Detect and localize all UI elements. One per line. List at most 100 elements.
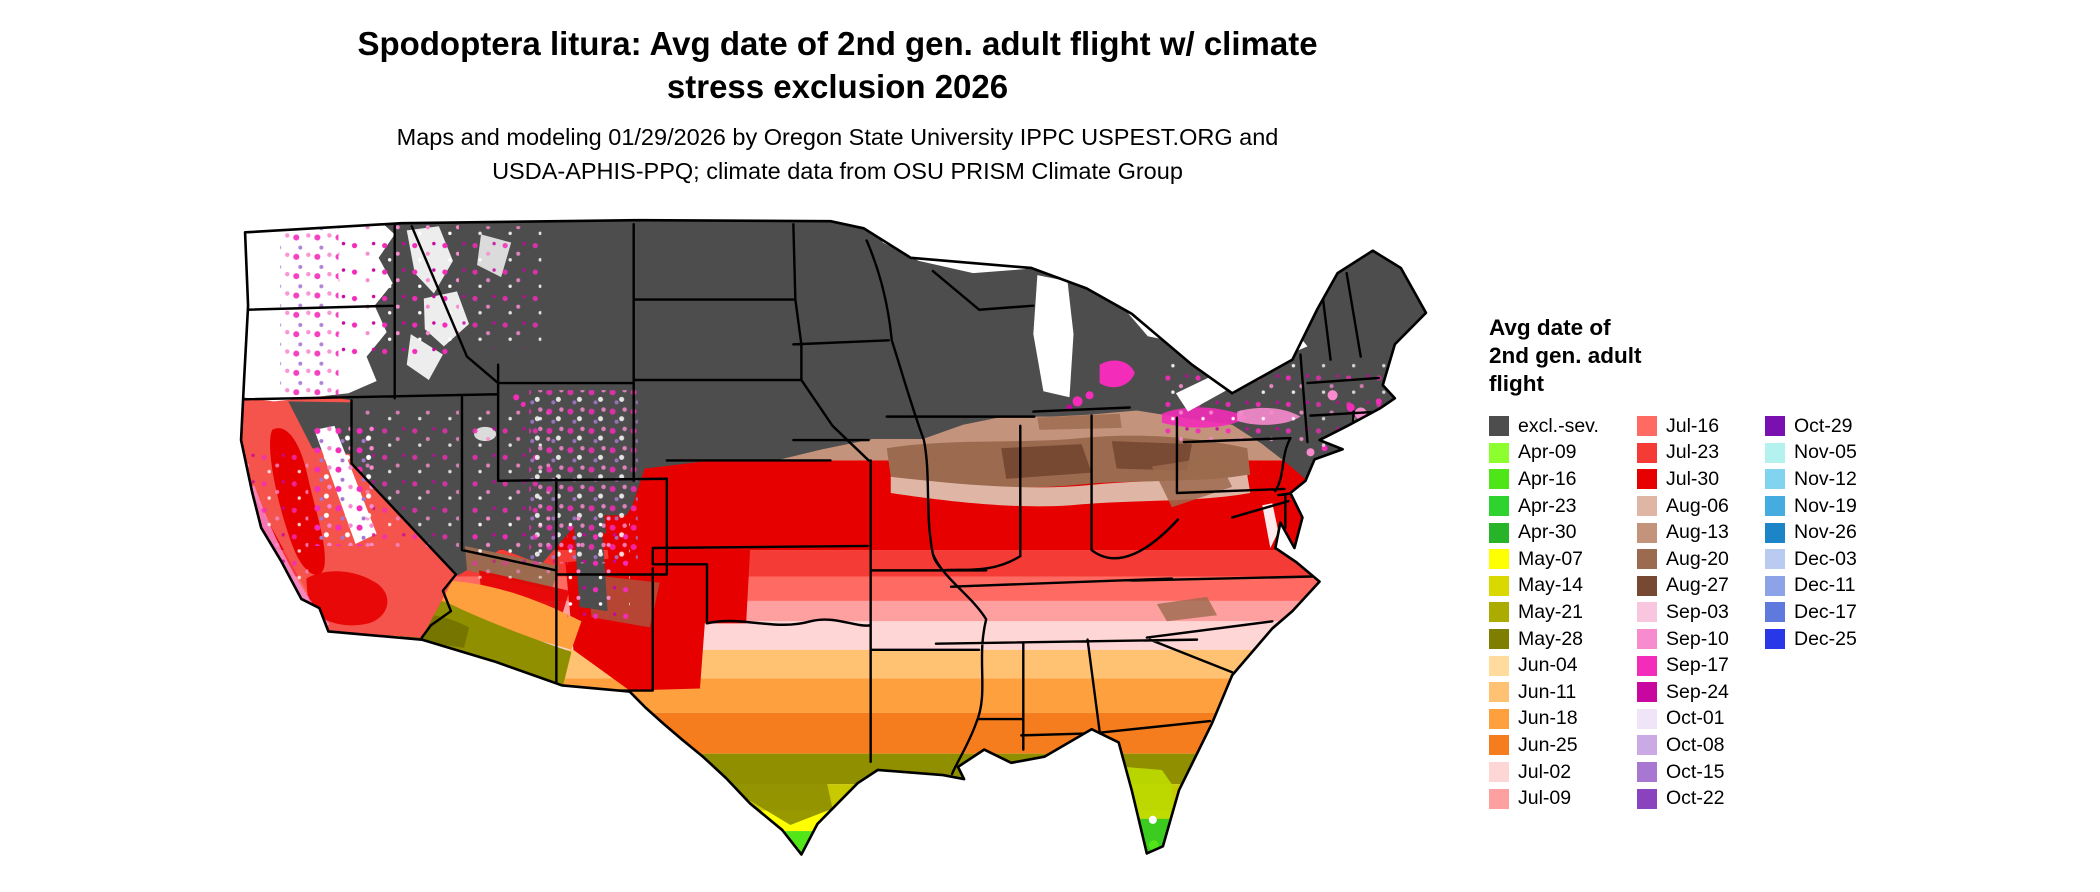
legend-swatch xyxy=(1637,522,1657,543)
legend-entry: Jul-09 xyxy=(1489,785,1637,812)
legend-label: Jul-16 xyxy=(1666,414,1720,437)
legend-column: excl.-sev. Apr-09 Apr-16 Apr-23 Apr-30 May-07… xyxy=(1489,413,1637,812)
legend-swatch xyxy=(1765,416,1785,437)
legend-entry: Dec-11 xyxy=(1765,573,1913,600)
legend-swatch xyxy=(1765,629,1785,650)
legend-label: excl.-sev. xyxy=(1518,414,1599,437)
legend-label: Jun-04 xyxy=(1518,654,1578,677)
legend-label: May-28 xyxy=(1518,627,1584,650)
legend-swatch xyxy=(1489,575,1509,596)
us-outline xyxy=(239,218,1428,856)
legend-entry: Nov-12 xyxy=(1765,466,1913,493)
legend-swatch xyxy=(1765,549,1785,570)
legend-entry: Aug-13 xyxy=(1637,519,1765,546)
legend-label: May-14 xyxy=(1518,574,1584,597)
legend-label: Dec-17 xyxy=(1794,600,1857,623)
legend-entry: Oct-08 xyxy=(1637,732,1765,759)
legend-swatch xyxy=(1637,469,1657,490)
us-choropleth-map xyxy=(239,218,1428,856)
us-map-container xyxy=(228,212,1433,884)
legend-swatch xyxy=(1489,735,1509,756)
legend-entry: Jul-23 xyxy=(1637,440,1765,467)
legend-label: Apr-09 xyxy=(1518,441,1577,464)
legend-label: Jul-30 xyxy=(1666,467,1720,490)
legend-entry: Sep-03 xyxy=(1637,599,1765,626)
legend-swatch xyxy=(1489,788,1509,809)
legend-label: Jun-25 xyxy=(1518,733,1578,756)
legend-label: Nov-05 xyxy=(1794,441,1857,464)
legend-swatch xyxy=(1765,442,1785,463)
legend-label: Jun-11 xyxy=(1518,680,1577,703)
legend-entry: excl.-sev. xyxy=(1489,413,1637,440)
legend-entry: Apr-30 xyxy=(1489,519,1637,546)
legend-entry: Nov-26 xyxy=(1765,519,1913,546)
legend-entry: Jun-04 xyxy=(1489,652,1637,679)
legend-swatch xyxy=(1637,762,1657,783)
legend-entry: May-14 xyxy=(1489,573,1637,600)
legend-label: May-21 xyxy=(1518,600,1584,623)
legend-swatch xyxy=(1489,682,1509,703)
legend-entry: Aug-27 xyxy=(1637,573,1765,600)
legend-entry: Oct-01 xyxy=(1637,706,1765,733)
legend-swatch xyxy=(1489,496,1509,517)
map-subtitle-line2: USDA-APHIS-PPQ; climate data from OSU PR… xyxy=(492,158,1183,184)
legend-entry: Jul-30 xyxy=(1637,466,1765,493)
legend-column: Oct-29 Nov-05 Nov-12 Nov-19 Nov-26 Dec-03 Dec-… xyxy=(1765,413,1913,652)
legend-entry: Dec-03 xyxy=(1765,546,1913,573)
legend-label: Jun-18 xyxy=(1518,707,1578,730)
figure-header: Spodoptera litura: Avg date of 2nd gen. … xyxy=(240,22,1435,188)
legend-swatch xyxy=(1637,496,1657,517)
legend-label: Oct-01 xyxy=(1666,707,1725,730)
legend-swatch xyxy=(1765,469,1785,490)
legend-swatch xyxy=(1489,549,1509,570)
legend-swatch xyxy=(1637,549,1657,570)
legend-entry: Jul-16 xyxy=(1637,413,1765,440)
legend-entry: Dec-25 xyxy=(1765,626,1913,653)
legend-label: Dec-25 xyxy=(1794,627,1857,650)
legend-swatch xyxy=(1489,655,1509,676)
legend-label: Jul-09 xyxy=(1518,787,1572,810)
legend-entry: May-28 xyxy=(1489,626,1637,653)
legend-swatch xyxy=(1637,416,1657,437)
legend-label: Sep-03 xyxy=(1666,600,1729,623)
state-borders xyxy=(241,222,1382,776)
map-subtitle-line1: Maps and modeling 01/29/2026 by Oregon S… xyxy=(396,124,1279,150)
legend-title-line3: flight xyxy=(1489,371,1544,396)
legend-label: Sep-24 xyxy=(1666,680,1729,703)
map-title-line2: stress exclusion 2026 xyxy=(666,68,1009,105)
legend-entry: Oct-22 xyxy=(1637,785,1765,812)
legend-title: Avg date of 2nd gen. adult flight xyxy=(1489,314,1913,398)
legend-label: Oct-22 xyxy=(1666,787,1725,810)
legend-swatch xyxy=(1489,708,1509,729)
legend-label: Nov-26 xyxy=(1794,521,1857,544)
legend-label: Sep-17 xyxy=(1666,654,1729,677)
legend-swatch xyxy=(1637,735,1657,756)
legend-swatch xyxy=(1489,442,1509,463)
legend-title-line2: 2nd gen. adult xyxy=(1489,343,1642,368)
legend-swatch xyxy=(1489,602,1509,623)
legend-swatch xyxy=(1637,708,1657,729)
legend-entry: Aug-06 xyxy=(1637,493,1765,520)
map-legend: Avg date of 2nd gen. adult flight excl.-… xyxy=(1489,314,1913,812)
legend-swatch xyxy=(1489,469,1509,490)
legend-entry: Apr-23 xyxy=(1489,493,1637,520)
legend-swatch xyxy=(1637,575,1657,596)
legend-column: Jul-16 Jul-23 Jul-30 Aug-06 Aug-13 Aug-20 Aug-… xyxy=(1637,413,1765,812)
title-gap xyxy=(240,108,1435,120)
legend-entry: Apr-16 xyxy=(1489,466,1637,493)
legend-entry: Oct-15 xyxy=(1637,759,1765,786)
legend-label: Apr-23 xyxy=(1518,494,1577,517)
legend-label: Dec-03 xyxy=(1794,547,1857,570)
legend-entry: May-21 xyxy=(1489,599,1637,626)
legend-swatch xyxy=(1637,442,1657,463)
legend-entry: Sep-17 xyxy=(1637,652,1765,679)
legend-swatch xyxy=(1637,788,1657,809)
legend-label: Aug-27 xyxy=(1666,574,1729,597)
legend-swatch xyxy=(1765,522,1785,543)
legend-entry: Dec-17 xyxy=(1765,599,1913,626)
legend-label: Aug-13 xyxy=(1666,521,1729,544)
legend-entry: Sep-24 xyxy=(1637,679,1765,706)
legend-swatch xyxy=(1765,575,1785,596)
legend-swatch xyxy=(1765,602,1785,623)
